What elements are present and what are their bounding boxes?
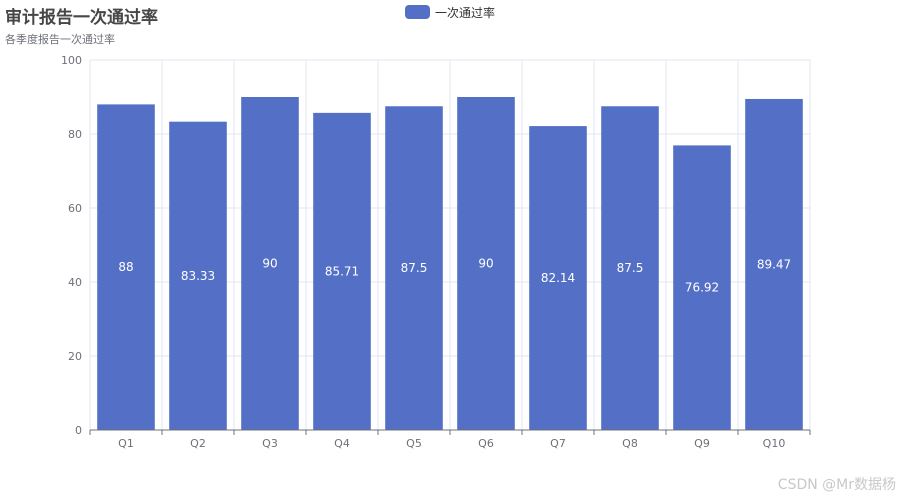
y-tick-label: 20 xyxy=(68,350,82,363)
x-tick-label: Q9 xyxy=(694,437,710,450)
data-label: 90 xyxy=(478,257,493,271)
x-tick-label: Q1 xyxy=(118,437,134,450)
y-tick-label: 100 xyxy=(61,54,82,67)
data-label: 90 xyxy=(262,257,277,271)
x-tick-label: Q3 xyxy=(262,437,278,450)
chart-subtitle: 各季度报告一次通过率 xyxy=(5,33,115,46)
bar xyxy=(529,126,587,430)
data-label: 82.14 xyxy=(541,271,575,285)
bar xyxy=(241,97,299,430)
y-tick-label: 40 xyxy=(68,276,82,289)
data-label: 83.33 xyxy=(181,269,215,283)
x-tick-label: Q5 xyxy=(406,437,422,450)
bar xyxy=(97,104,155,431)
x-tick-label: Q6 xyxy=(478,437,494,450)
y-tick-label: 0 xyxy=(75,424,82,437)
legend-label[interactable]: 一次通过率 xyxy=(435,5,496,20)
bar xyxy=(601,106,659,430)
data-label: 87.5 xyxy=(401,261,428,275)
watermark: CSDN @Mr数据杨 xyxy=(777,477,896,493)
x-tick-label: Q7 xyxy=(550,437,566,450)
x-tick-label: Q4 xyxy=(334,437,350,450)
bar xyxy=(169,121,227,430)
x-tick-label: Q10 xyxy=(763,437,786,450)
x-tick-label: Q8 xyxy=(622,437,638,450)
data-label: 88 xyxy=(118,260,133,274)
bar xyxy=(457,97,515,430)
data-label: 85.71 xyxy=(325,264,359,278)
data-label: 76.92 xyxy=(685,281,719,295)
bar xyxy=(385,106,443,430)
bar xyxy=(745,98,803,430)
y-tick-label: 80 xyxy=(68,128,82,141)
legend[interactable]: 一次通过率 xyxy=(405,4,495,20)
y-tick-label: 60 xyxy=(68,202,82,215)
chart-title: 审计报告一次通过率 xyxy=(5,8,158,28)
data-label: 87.5 xyxy=(617,261,644,275)
legend-swatch[interactable] xyxy=(405,5,430,19)
data-label: 89.47 xyxy=(757,257,791,271)
x-tick-label: Q2 xyxy=(190,437,206,450)
bar xyxy=(673,145,731,430)
bar xyxy=(313,112,371,431)
